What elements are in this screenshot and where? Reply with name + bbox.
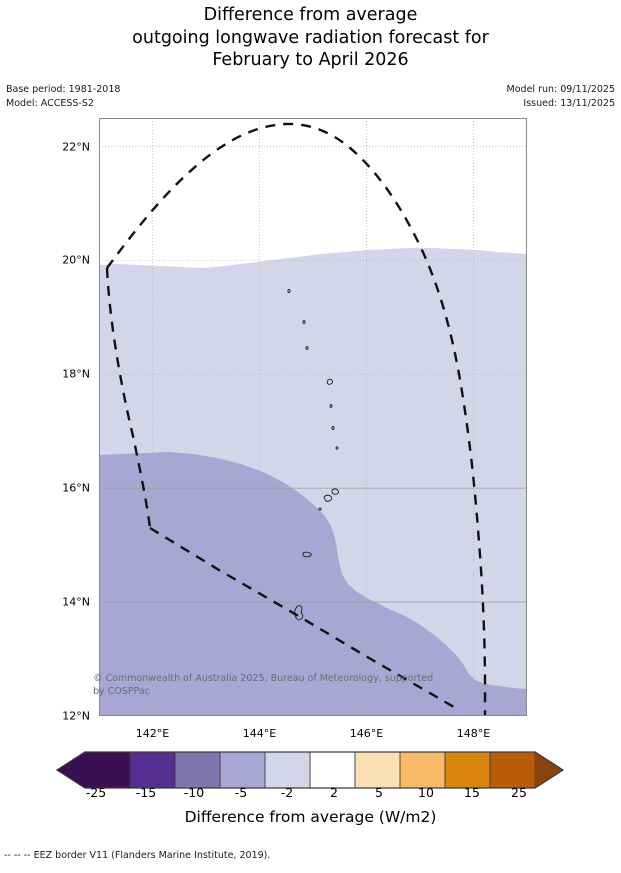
lon-tick-144e: 144°E xyxy=(242,727,277,740)
model-run-text: Model run: 09/11/2025 xyxy=(506,84,615,95)
map-attribution: © Commonwealth of Australia 2025, Bureau… xyxy=(93,672,513,698)
colorbar-band-5 xyxy=(310,752,355,788)
colorbar-svg xyxy=(55,751,565,789)
island-outlines xyxy=(287,288,339,621)
colorbar-tick-2: -10 xyxy=(183,785,205,800)
colorbar-band-0 xyxy=(85,752,130,788)
colorbar-axis-label: Difference from average (W/m2) xyxy=(184,808,437,826)
colorbar-tick-1: -15 xyxy=(135,785,157,800)
colorbar-band-2 xyxy=(175,752,220,788)
lat-tick-16n: 16°N xyxy=(62,481,90,495)
lon-tick-142e: 142°E xyxy=(135,727,170,740)
map-plot-area: © Commonwealth of Australia 2025, Bureau… xyxy=(93,118,527,716)
lon-tick-148e: 148°E xyxy=(456,727,491,740)
page-title: Difference from average outgoing longwav… xyxy=(0,4,621,72)
base-period-text: Base period: 1981-2018 xyxy=(6,84,121,95)
colorbar-cap-over xyxy=(534,751,564,789)
colorbar-band-3 xyxy=(220,752,265,788)
metadata-right: Model run: 09/11/2025 Issued: 13/11/2025 xyxy=(507,83,615,111)
colorbar-band-1 xyxy=(130,752,175,788)
lat-tick-18n: 18°N xyxy=(62,367,90,381)
colorbar-band-8 xyxy=(445,752,490,788)
eez-footnote: -- -- -- EEZ border V11 (Flanders Marine… xyxy=(4,850,270,861)
region-minus10-to-minus5 xyxy=(99,452,527,716)
anomaly-map xyxy=(99,118,527,716)
eez-dash-sample: -- -- -- xyxy=(4,850,31,861)
map-frame xyxy=(99,118,527,716)
issued-text: Issued: 13/11/2025 xyxy=(523,98,615,109)
colorbar-tick-0: -25 xyxy=(85,785,107,800)
colorbar-tick-9: 25 xyxy=(511,785,527,800)
colorbar-separators xyxy=(129,752,491,788)
eez-border-line-west xyxy=(105,267,152,529)
colorbar-outline xyxy=(55,751,565,789)
colorbar-band-6 xyxy=(355,752,400,788)
title-line-3: February to April 2026 xyxy=(212,50,409,70)
colorbar xyxy=(0,744,621,804)
colorbar-tick-4: -2 xyxy=(280,785,294,800)
lat-tick-14n: 14°N xyxy=(62,595,90,609)
lat-tick-22n: 22°N xyxy=(62,140,90,153)
lon-tick-146e: 146°E xyxy=(349,727,384,740)
attribution-line-1: © Commonwealth of Australia 2025, Bureau… xyxy=(93,673,434,684)
model-text: Model: ACCESS-S2 xyxy=(6,98,94,109)
attribution-line-2: by COSPPac xyxy=(93,686,150,697)
eez-footnote-text: EEZ border V11 (Flanders Marine Institut… xyxy=(33,850,271,861)
colorbar-tick-6: 5 xyxy=(375,785,383,800)
colorbar-band-4 xyxy=(265,752,310,788)
lat-tick-12n: 12°N xyxy=(62,709,90,722)
colorbar-tick-7: 10 xyxy=(418,785,434,800)
title-line-2: outgoing longwave radiation forecast for xyxy=(132,27,489,48)
colorbar-tick-8: 15 xyxy=(464,785,480,800)
colorbar-tick-3: -5 xyxy=(234,785,248,800)
title-line-1: Difference from average xyxy=(203,5,418,25)
lat-tick-20n: 20°N xyxy=(62,253,90,267)
colorbar-band-9 xyxy=(490,752,535,788)
map-border xyxy=(99,118,527,716)
metadata-left: Base period: 1981-2018 Model: ACCESS-S2 xyxy=(6,83,120,111)
colorbar-band-7 xyxy=(400,752,445,788)
colorbar-tick-5: 2 xyxy=(330,785,338,800)
colorbar-cap-under xyxy=(56,751,86,789)
